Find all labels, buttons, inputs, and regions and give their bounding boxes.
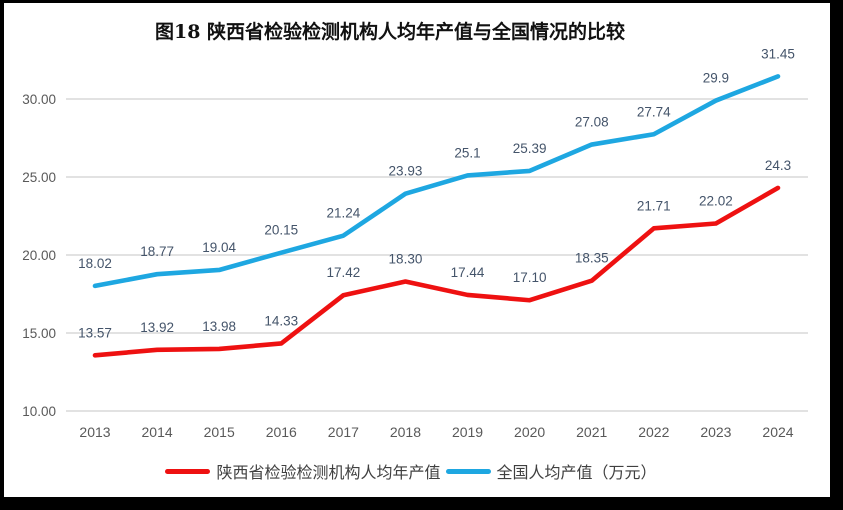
- x-tick-label: 2023: [700, 424, 731, 440]
- x-tick-label: 2017: [328, 424, 359, 440]
- data-label: 18.35: [575, 251, 609, 266]
- series-line: [92, 185, 781, 358]
- x-tick-label: 2013: [79, 424, 110, 440]
- data-label: 19.04: [202, 240, 236, 255]
- x-tick-label: 2021: [576, 424, 607, 440]
- data-label: 23.93: [389, 164, 423, 179]
- frame-border-right: [830, 0, 843, 510]
- chart-legend: 陕西省检验检测机构人均年产值 全国人均产值（万元）: [0, 460, 822, 482]
- data-label: 27.08: [575, 115, 609, 130]
- frame-border-bottom: [0, 497, 843, 510]
- x-tick-label: 2016: [266, 424, 297, 440]
- data-label: 20.15: [264, 223, 298, 238]
- legend-label: 全国人均产值（万元）: [496, 465, 657, 482]
- data-label: 24.3: [765, 158, 791, 173]
- y-tick-label: 25.00: [22, 170, 56, 185]
- y-tick-label: 20.00: [22, 248, 56, 263]
- x-tick-label: 2020: [514, 424, 545, 440]
- x-tick-label: 2015: [204, 424, 235, 440]
- data-label: 25.39: [513, 141, 547, 156]
- y-tick-label: 15.00: [22, 326, 56, 341]
- x-tick-label: 2024: [762, 424, 793, 440]
- data-label: 18.30: [389, 252, 423, 267]
- data-label: 22.02: [699, 193, 733, 208]
- legend-item-shaanxi: 陕西省检验检测机构人均年产值: [165, 459, 441, 483]
- data-label: 21.24: [326, 206, 360, 221]
- legend-line-swatch-red: [165, 468, 211, 474]
- data-label: 13.98: [202, 319, 236, 334]
- data-label: 18.77: [140, 244, 174, 259]
- data-label: 27.74: [637, 104, 671, 119]
- data-label: 17.10: [513, 270, 547, 285]
- data-label: 29.9: [703, 71, 729, 86]
- x-tick-label: 2019: [452, 424, 483, 440]
- frame-border-top: [0, 0, 843, 3]
- x-tick-label: 2022: [638, 424, 669, 440]
- x-tick-label: 2014: [142, 424, 173, 440]
- legend-label: 陕西省检验检测机构人均年产值: [216, 465, 441, 482]
- data-label: 14.33: [264, 313, 298, 328]
- legend-item-national: 全国人均产值（万元）: [445, 459, 657, 483]
- frame-border-left: [0, 0, 4, 510]
- data-label: 13.57: [78, 325, 112, 340]
- data-label: 17.42: [326, 265, 360, 280]
- data-label: 31.45: [761, 46, 795, 61]
- x-tick-label: 2018: [390, 424, 421, 440]
- y-tick-label: 30.00: [22, 92, 56, 107]
- data-label: 21.71: [637, 198, 671, 213]
- series-line: [92, 74, 781, 289]
- y-tick-label: 10.00: [22, 404, 56, 419]
- data-label: 13.92: [140, 320, 174, 335]
- data-label: 18.02: [78, 256, 112, 271]
- data-label: 25.1: [454, 145, 480, 160]
- legend-line-swatch-blue: [445, 468, 491, 474]
- data-label: 17.44: [451, 265, 485, 280]
- chart-title: 图18 陕西省检验检测机构人均年产值与全国情况的比较: [154, 21, 626, 43]
